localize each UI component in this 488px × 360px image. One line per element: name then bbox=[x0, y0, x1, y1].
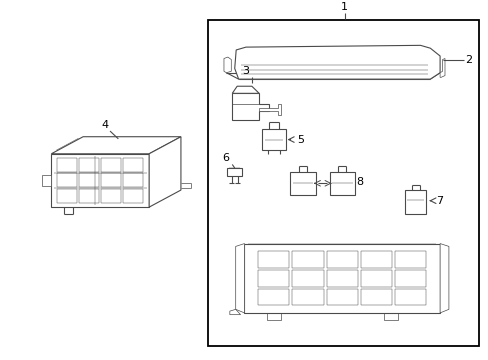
Polygon shape bbox=[234, 45, 439, 79]
Bar bbox=[123, 158, 143, 172]
Polygon shape bbox=[51, 154, 149, 207]
Text: 4: 4 bbox=[102, 120, 108, 130]
Bar bbox=[123, 174, 143, 188]
Bar bbox=[266, 313, 280, 320]
Polygon shape bbox=[224, 57, 231, 73]
Bar bbox=[57, 174, 77, 188]
Text: 2: 2 bbox=[465, 55, 472, 64]
Bar bbox=[360, 251, 391, 268]
Bar bbox=[101, 189, 121, 203]
Bar bbox=[292, 289, 323, 305]
Polygon shape bbox=[235, 244, 244, 313]
Polygon shape bbox=[229, 309, 240, 315]
Polygon shape bbox=[41, 175, 51, 186]
Bar bbox=[101, 174, 121, 188]
Bar bbox=[101, 158, 121, 172]
Circle shape bbox=[138, 185, 141, 187]
Bar bbox=[405, 190, 425, 214]
Bar bbox=[384, 313, 397, 320]
Polygon shape bbox=[232, 93, 268, 120]
Polygon shape bbox=[51, 137, 181, 154]
Bar bbox=[326, 251, 357, 268]
Bar bbox=[292, 270, 323, 287]
Bar bbox=[79, 174, 99, 188]
Bar bbox=[258, 270, 289, 287]
Bar bbox=[57, 189, 77, 203]
Bar bbox=[290, 172, 315, 195]
Circle shape bbox=[138, 191, 141, 193]
Bar bbox=[360, 270, 391, 287]
Circle shape bbox=[138, 197, 141, 199]
Bar bbox=[292, 251, 323, 268]
Polygon shape bbox=[259, 104, 281, 115]
Bar bbox=[227, 168, 242, 176]
Text: 3: 3 bbox=[242, 66, 248, 76]
Text: 6: 6 bbox=[222, 153, 229, 163]
Bar bbox=[394, 289, 426, 305]
Bar bbox=[79, 189, 99, 203]
Bar bbox=[329, 172, 354, 195]
Bar bbox=[57, 158, 77, 172]
Polygon shape bbox=[439, 58, 444, 77]
Bar bbox=[207, 21, 478, 346]
Polygon shape bbox=[439, 244, 448, 313]
Polygon shape bbox=[232, 86, 259, 93]
Bar bbox=[244, 244, 439, 313]
Bar bbox=[360, 289, 391, 305]
Text: 5: 5 bbox=[296, 135, 303, 145]
Bar bbox=[394, 270, 426, 287]
Polygon shape bbox=[262, 129, 285, 150]
Bar bbox=[326, 289, 357, 305]
Text: 8: 8 bbox=[355, 177, 363, 187]
Bar bbox=[326, 270, 357, 287]
Bar bbox=[258, 289, 289, 305]
Polygon shape bbox=[149, 137, 181, 207]
Bar bbox=[79, 158, 99, 172]
Bar bbox=[258, 251, 289, 268]
Text: 7: 7 bbox=[435, 196, 443, 206]
Text: 1: 1 bbox=[341, 1, 347, 12]
Bar bbox=[394, 251, 426, 268]
Bar bbox=[123, 189, 143, 203]
